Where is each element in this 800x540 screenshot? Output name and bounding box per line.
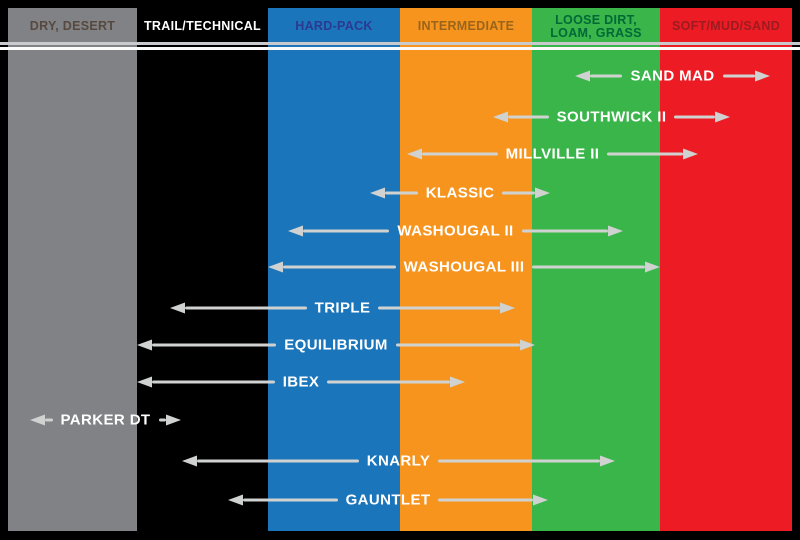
arrow-shaft bbox=[327, 380, 450, 384]
arrow-shaft bbox=[158, 418, 166, 422]
tire-name-label: SOUTHWICK II bbox=[556, 108, 667, 126]
arrowhead-right-icon bbox=[645, 261, 661, 273]
tire-name-label: EQUILIBRIUM bbox=[284, 336, 388, 354]
tire-name-label: WASHOUGAL III bbox=[403, 258, 525, 276]
terrain-column-header: INTERMEDIATE bbox=[417, 19, 515, 34]
arrow-shaft bbox=[45, 418, 53, 422]
arrow-shaft bbox=[674, 115, 716, 119]
terrain-column-1: DRY, DESERT bbox=[8, 8, 137, 531]
tire-row: WASHOUGAL III bbox=[268, 258, 661, 276]
tire-name-label: GAUNTLET bbox=[345, 491, 431, 509]
tire-name-label: KLASSIC bbox=[425, 184, 495, 202]
arrowhead-right-icon bbox=[755, 70, 770, 82]
arrowhead-left-icon bbox=[288, 225, 303, 237]
tire-row: SAND MAD bbox=[575, 69, 770, 84]
arrowhead-right-icon bbox=[600, 455, 615, 467]
tire-row: KNARLY bbox=[182, 454, 615, 469]
arrowhead-left-icon bbox=[407, 148, 422, 160]
arrowhead-right-icon bbox=[608, 225, 624, 237]
tire-name-label: SAND MAD bbox=[630, 67, 715, 85]
tire-row: WASHOUGAL II bbox=[288, 222, 624, 240]
terrain-column-4: INTERMEDIATE bbox=[400, 8, 532, 531]
arrow-shaft bbox=[590, 74, 623, 78]
tire-name-label: IBEX bbox=[282, 373, 320, 391]
arrow-shaft bbox=[385, 191, 418, 195]
terrain-column-6: SOFT/MUD/SAND bbox=[660, 8, 792, 531]
tire-row: KLASSIC bbox=[370, 184, 551, 202]
tire-name-label: PARKER DT bbox=[60, 411, 151, 429]
arrow-shaft bbox=[152, 380, 275, 384]
arrow-shaft bbox=[422, 152, 498, 156]
arrowhead-left-icon bbox=[137, 376, 152, 388]
header-separator-line-top bbox=[0, 42, 800, 45]
tire-row: GAUNTLET bbox=[228, 491, 549, 509]
arrowhead-right-icon bbox=[715, 111, 731, 123]
arrow-shaft bbox=[303, 229, 390, 233]
terrain-column-5: LOOSE DIRT, LOAM, GRASS bbox=[532, 8, 660, 531]
arrow-shaft bbox=[395, 343, 521, 347]
arrowhead-right-icon bbox=[535, 187, 551, 199]
terrain-column-3: HARD-PACK bbox=[268, 8, 400, 531]
arrowhead-right-icon bbox=[166, 414, 181, 426]
arrowhead-right-icon bbox=[450, 376, 465, 388]
arrowhead-left-icon bbox=[182, 455, 197, 467]
arrow-shaft bbox=[532, 265, 646, 269]
arrow-shaft bbox=[521, 229, 609, 233]
tire-row: SOUTHWICK II bbox=[493, 108, 731, 126]
arrowhead-right-icon bbox=[683, 148, 698, 160]
arrow-shaft bbox=[502, 191, 536, 195]
terrain-column-2: TRAIL/TECHNICAL bbox=[137, 8, 268, 531]
tire-name-label: WASHOUGAL II bbox=[397, 222, 514, 240]
arrowhead-left-icon bbox=[170, 302, 185, 314]
tire-name-label: KNARLY bbox=[366, 452, 431, 470]
arrow-shaft bbox=[378, 306, 500, 310]
tire-row: IBEX bbox=[137, 375, 465, 390]
arrow-shaft bbox=[607, 152, 683, 156]
arrowhead-left-icon bbox=[493, 111, 508, 123]
arrowhead-left-icon bbox=[575, 70, 590, 82]
arrow-shaft bbox=[438, 498, 534, 502]
terrain-column-header: DRY, DESERT bbox=[29, 19, 116, 34]
header-separator-line-bottom bbox=[0, 47, 800, 50]
arrow-shaft bbox=[243, 498, 338, 502]
arrow-shaft bbox=[152, 343, 277, 347]
arrow-shaft bbox=[722, 74, 755, 78]
terrain-column-header: TRAIL/TECHNICAL bbox=[144, 19, 261, 34]
tire-row: EQUILIBRIUM bbox=[137, 336, 536, 354]
arrowhead-right-icon bbox=[500, 302, 515, 314]
terrain-column-header: LOOSE DIRT, LOAM, GRASS bbox=[550, 12, 642, 40]
arrowhead-left-icon bbox=[30, 414, 45, 426]
tire-name-label: TRIPLE bbox=[314, 299, 371, 317]
arrow-shaft bbox=[438, 459, 600, 463]
tire-row: PARKER DT bbox=[30, 413, 181, 428]
terrain-column-header: HARD-PACK bbox=[295, 19, 373, 34]
tire-row: TRIPLE bbox=[170, 301, 515, 316]
arrow-shaft bbox=[508, 115, 549, 119]
arrowhead-left-icon bbox=[268, 261, 283, 273]
arrowhead-left-icon bbox=[228, 494, 243, 506]
arrow-shaft bbox=[185, 306, 307, 310]
arrowhead-left-icon bbox=[137, 339, 152, 351]
terrain-column-header: SOFT/MUD/SAND bbox=[671, 19, 781, 34]
arrow-shaft bbox=[197, 459, 359, 463]
arrow-shaft bbox=[283, 265, 396, 269]
arrowhead-left-icon bbox=[370, 187, 385, 199]
arrowhead-right-icon bbox=[533, 494, 549, 506]
arrowhead-right-icon bbox=[520, 339, 536, 351]
tire-row: MILLVILLE II bbox=[407, 147, 698, 162]
tire-name-label: MILLVILLE II bbox=[505, 145, 600, 163]
